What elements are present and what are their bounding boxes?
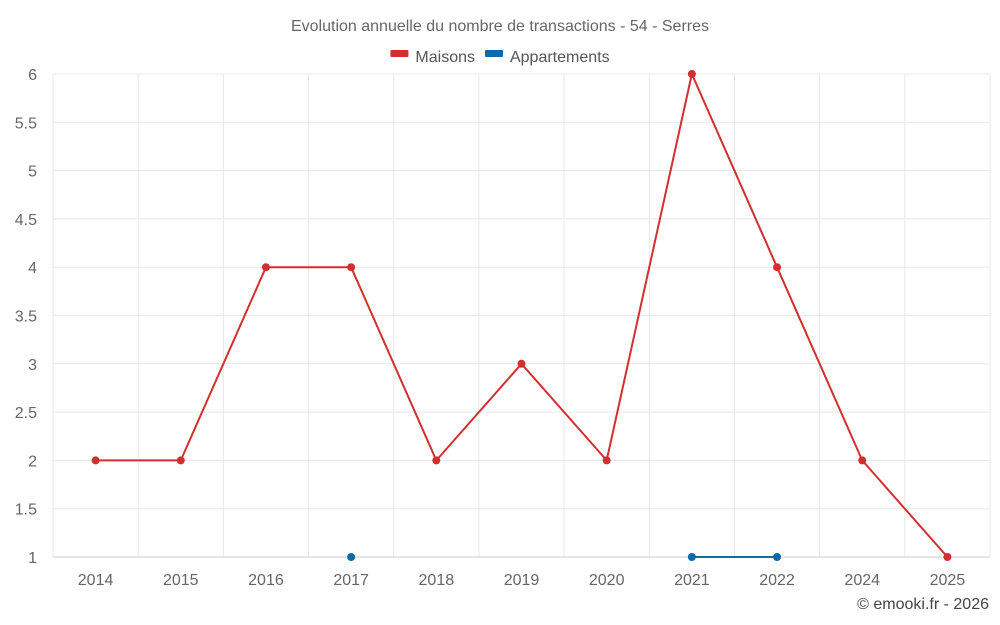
data-point-maisons[interactable]: [602, 456, 611, 465]
x-tick-label: 2014: [78, 572, 114, 589]
data-point-maisons[interactable]: [176, 456, 185, 465]
data-point-maisons[interactable]: [347, 263, 356, 272]
y-axis: 1 1.5 2 2.5 3 3.5 4 4.5 5 5.5 6: [15, 67, 37, 567]
x-tick-label: 2020: [589, 572, 625, 589]
y-tick-label: 4.5: [15, 212, 37, 229]
data-point-maisons[interactable]: [858, 456, 867, 465]
data-point-maisons[interactable]: [432, 456, 441, 465]
x-tick-label: 2015: [163, 572, 199, 589]
legend: Maisons Appartements: [390, 49, 610, 66]
legend-item-appartements[interactable]: Appartements: [484, 49, 610, 66]
data-point-appartements[interactable]: [773, 553, 782, 561]
y-tick-label: 4: [28, 260, 37, 277]
y-tick-label: 2: [28, 453, 37, 470]
y-tick-label: 3: [28, 357, 37, 374]
legend-item-maisons[interactable]: Maisons: [390, 49, 475, 66]
chart-title: Evolution annuelle du nombre de transact…: [291, 18, 709, 35]
x-axis: 2014 2015 2016 2017 2018 2019 2020 2021 2022 2024…: [78, 572, 966, 589]
data-point-appartements[interactable]: [347, 553, 356, 561]
x-tick-label: 2025: [930, 572, 966, 589]
y-tick-label: 5: [28, 164, 37, 181]
data-point-maisons[interactable]: [943, 553, 952, 561]
data-point-maisons[interactable]: [91, 456, 100, 465]
y-tick-label: 3.5: [15, 309, 37, 326]
series-layer: [91, 70, 952, 561]
x-tick-label: 2018: [419, 572, 455, 589]
x-tick-label: 2019: [504, 572, 540, 589]
x-tick-label: 2021: [674, 572, 710, 589]
legend-swatch: [390, 50, 409, 57]
y-tick-label: 1: [28, 550, 37, 567]
y-tick-label: 5.5: [15, 115, 37, 132]
x-tick-label: 2016: [248, 572, 284, 589]
x-tick-label: 2024: [844, 572, 880, 589]
legend-swatch: [484, 50, 503, 57]
y-tick-label: 6: [28, 67, 37, 84]
data-point-maisons[interactable]: [687, 70, 696, 78]
legend-label: Appartements: [510, 49, 610, 66]
legend-label: Maisons: [415, 49, 475, 66]
data-point-maisons[interactable]: [773, 263, 782, 272]
credit-text: © emooki.fr - 2026: [857, 596, 989, 613]
data-point-maisons[interactable]: [517, 359, 526, 368]
data-point-appartements[interactable]: [687, 553, 696, 561]
y-tick-label: 2.5: [15, 405, 37, 422]
y-tick-label: 1.5: [15, 502, 37, 519]
grid: [52, 73, 991, 558]
data-point-maisons[interactable]: [261, 263, 270, 272]
x-tick-label: 2022: [759, 572, 795, 589]
x-tick-label: 2017: [333, 572, 369, 589]
